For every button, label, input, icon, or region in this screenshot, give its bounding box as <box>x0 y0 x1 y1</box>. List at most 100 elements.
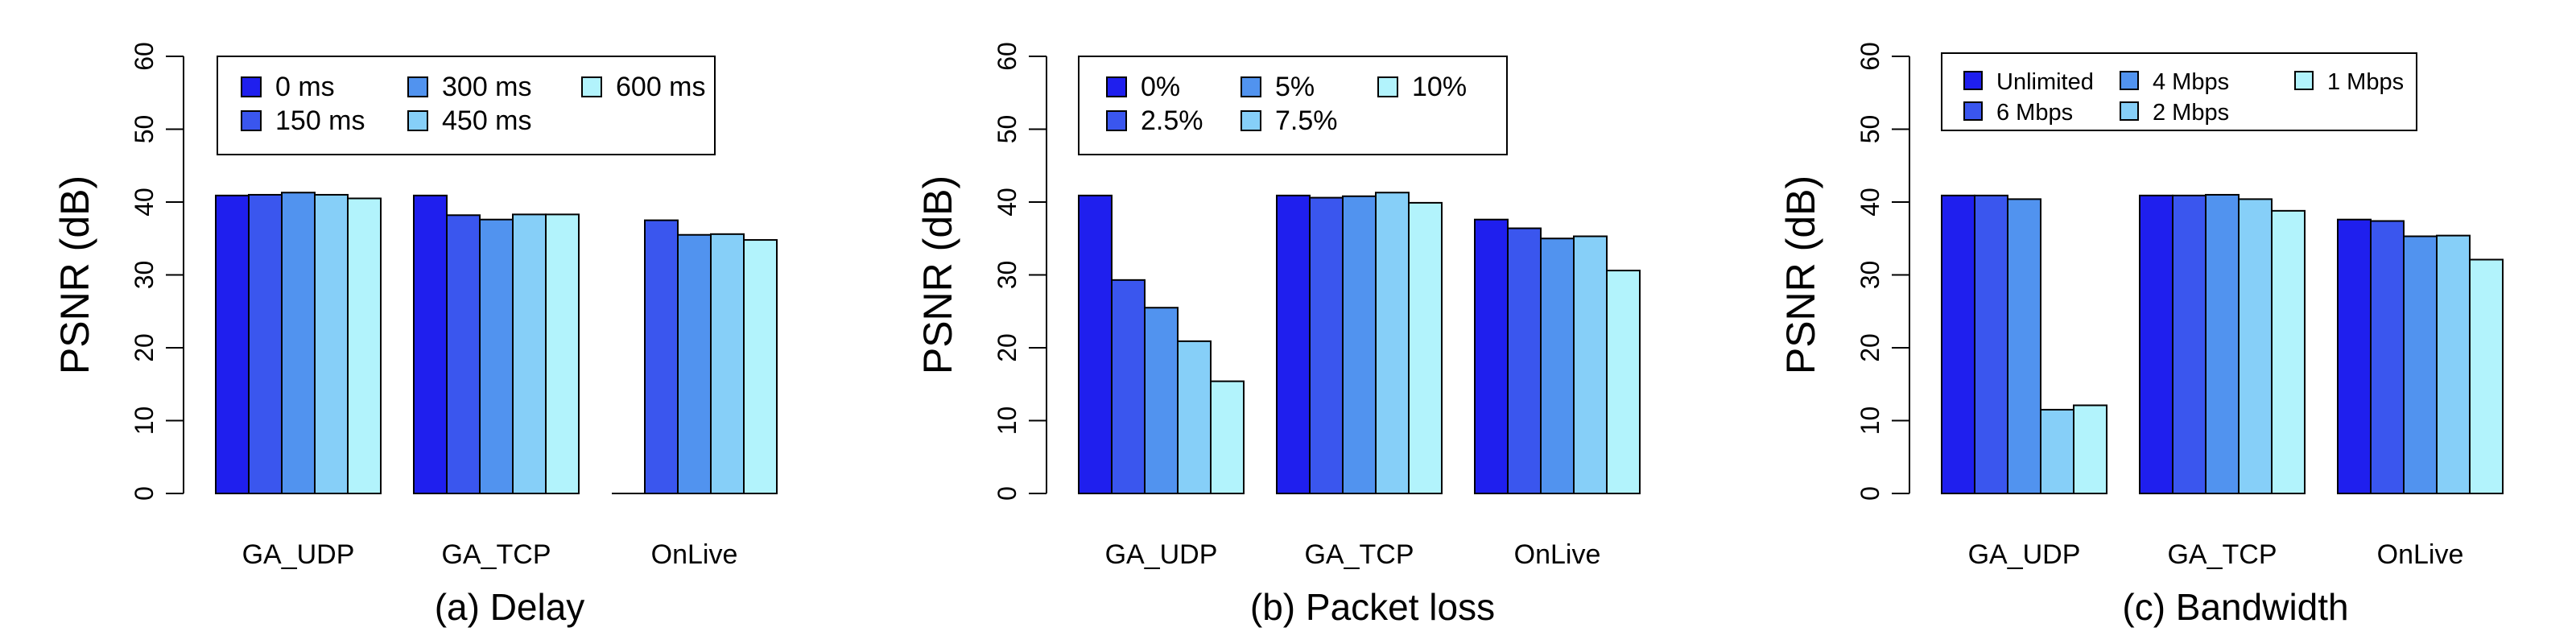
legend-label: 2 Mbps <box>2153 100 2229 126</box>
chart-panel-3: 0 10 20 30 40 50 60 PSNR (dB) GA_UDP GA_TCP OnLive… <box>1778 42 2504 628</box>
legend-swatch <box>2294 71 2314 90</box>
bar-onlive-1 <box>644 219 679 494</box>
bar-ga-udp-1 <box>1974 194 2008 494</box>
category-label: OnLive <box>2377 539 2464 570</box>
bar-ga-udp-4 <box>2073 404 2107 494</box>
category-label: OnLive <box>651 539 738 570</box>
y-tick-label: 20 <box>1856 333 1885 362</box>
legend-box <box>217 56 716 155</box>
y-tick-label: 40 <box>1856 188 1885 217</box>
bar-ga-udp-4 <box>347 197 382 494</box>
bar-onlive-4 <box>1606 270 1641 494</box>
bar-ga-tcp-3 <box>512 213 547 494</box>
legend-swatch <box>1377 76 1398 97</box>
legend-label: 150 ms <box>275 105 365 136</box>
bar-ga-tcp-1 <box>446 214 481 494</box>
legend-label: 1 Mbps <box>2327 69 2404 95</box>
panel-caption: (b) Packet loss <box>1250 586 1495 628</box>
legend-swatch <box>407 76 428 97</box>
category-label: GA_UDP <box>242 539 355 570</box>
category-label: GA_TCP <box>2167 539 2277 570</box>
legend-label: 0% <box>1141 72 1180 102</box>
bar-onlive-3 <box>710 233 745 494</box>
bar-ga-udp-3 <box>2040 408 2074 494</box>
chart-panel-1: 0 10 20 30 40 50 60 PSNR (dB) GA_UDP GA_TCP OnLive… <box>52 42 778 628</box>
y-tick-label: 50 <box>993 115 1022 144</box>
y-tick-label: 50 <box>130 115 159 144</box>
bar-ga-tcp-1 <box>1309 196 1344 494</box>
legend-box <box>1078 56 1508 155</box>
category-label: GA_TCP <box>1304 539 1414 570</box>
y-tick-label: 10 <box>1856 407 1885 436</box>
y-tick-label: 20 <box>130 333 159 362</box>
bar-ga-tcp-2 <box>1342 195 1377 494</box>
bar-ga-udp-0 <box>215 194 250 494</box>
legend-label: 0 ms <box>275 72 335 102</box>
y-tick-label: 30 <box>1856 261 1885 290</box>
y-tick-label: 40 <box>993 188 1022 217</box>
bar-ga-tcp-4 <box>1408 201 1443 494</box>
panel-caption: (a) Delay <box>435 586 585 628</box>
legend-swatch <box>2120 101 2139 121</box>
category-label: GA_UDP <box>1968 539 2081 570</box>
category-label: GA_UDP <box>1105 539 1218 570</box>
legend-swatch <box>407 110 428 131</box>
bar-onlive-2 <box>677 233 712 494</box>
legend-swatch <box>241 76 262 97</box>
legend-swatch <box>1241 76 1261 97</box>
bar-ga-udp-2 <box>2007 198 2041 494</box>
bar-ga-tcp-0 <box>1276 194 1311 494</box>
y-tick-label: 10 <box>993 407 1022 436</box>
bar-ga-udp-2 <box>1144 307 1179 494</box>
bar-ga-udp-3 <box>1177 340 1212 495</box>
bar-ga-udp-0 <box>1941 194 1975 494</box>
legend-swatch <box>1106 110 1127 131</box>
y-tick-label: 0 <box>993 486 1022 501</box>
legend-label: 10% <box>1412 72 1467 102</box>
legend-swatch <box>581 76 602 97</box>
legend-label: 450 ms <box>442 105 532 136</box>
legend-label: 300 ms <box>442 72 532 102</box>
bar-ga-udp-4 <box>1210 380 1245 494</box>
bar-ga-tcp-3 <box>2238 198 2273 494</box>
legend-swatch <box>1963 71 1983 90</box>
y-tick-label: 30 <box>993 261 1022 290</box>
bar-ga-tcp-0 <box>2139 194 2174 494</box>
bar-ga-udp-1 <box>248 193 283 494</box>
legend-swatch <box>1963 101 1983 121</box>
bar-ga-udp-3 <box>314 193 349 494</box>
y-tick-label: 60 <box>130 42 159 71</box>
bar-onlive-1 <box>2370 220 2405 494</box>
bar-onlive-1 <box>1507 227 1542 494</box>
bar-ga-tcp-4 <box>2271 209 2306 494</box>
bar-onlive-0 <box>1474 218 1509 494</box>
legend-label: 2.5% <box>1141 105 1203 136</box>
y-tick-label: 10 <box>130 407 159 436</box>
bar-onlive-4 <box>2469 258 2504 494</box>
bar-ga-tcp-4 <box>545 213 580 494</box>
y-tick-label: 0 <box>130 486 159 501</box>
bar-ga-udp-0 <box>1078 194 1113 494</box>
y-tick-label: 50 <box>1856 115 1885 144</box>
legend-swatch <box>241 110 262 131</box>
y-tick-label: 40 <box>130 188 159 217</box>
bar-onlive-0 <box>2337 218 2372 494</box>
legend-label: 6 Mbps <box>1996 100 2073 126</box>
bar-ga-udp-2 <box>281 192 316 495</box>
legend-swatch <box>1106 76 1127 97</box>
y-tick-label: 30 <box>130 261 159 290</box>
legend-swatch <box>1241 110 1261 131</box>
bar-onlive-2 <box>2403 235 2438 494</box>
bar-onlive-3 <box>2436 234 2471 494</box>
panel-caption: (c) Bandwidth <box>2122 586 2348 628</box>
legend-label: 600 ms <box>616 72 706 102</box>
legend-label: 4 Mbps <box>2153 69 2229 95</box>
legend-label: 5% <box>1275 72 1315 102</box>
category-label: GA_TCP <box>441 539 551 570</box>
category-label: OnLive <box>1514 539 1601 570</box>
bar-onlive-4 <box>743 239 778 494</box>
y-tick-label: 0 <box>1856 486 1885 501</box>
bar-onlive-3 <box>1573 235 1608 494</box>
bar-ga-tcp-3 <box>1375 192 1410 495</box>
